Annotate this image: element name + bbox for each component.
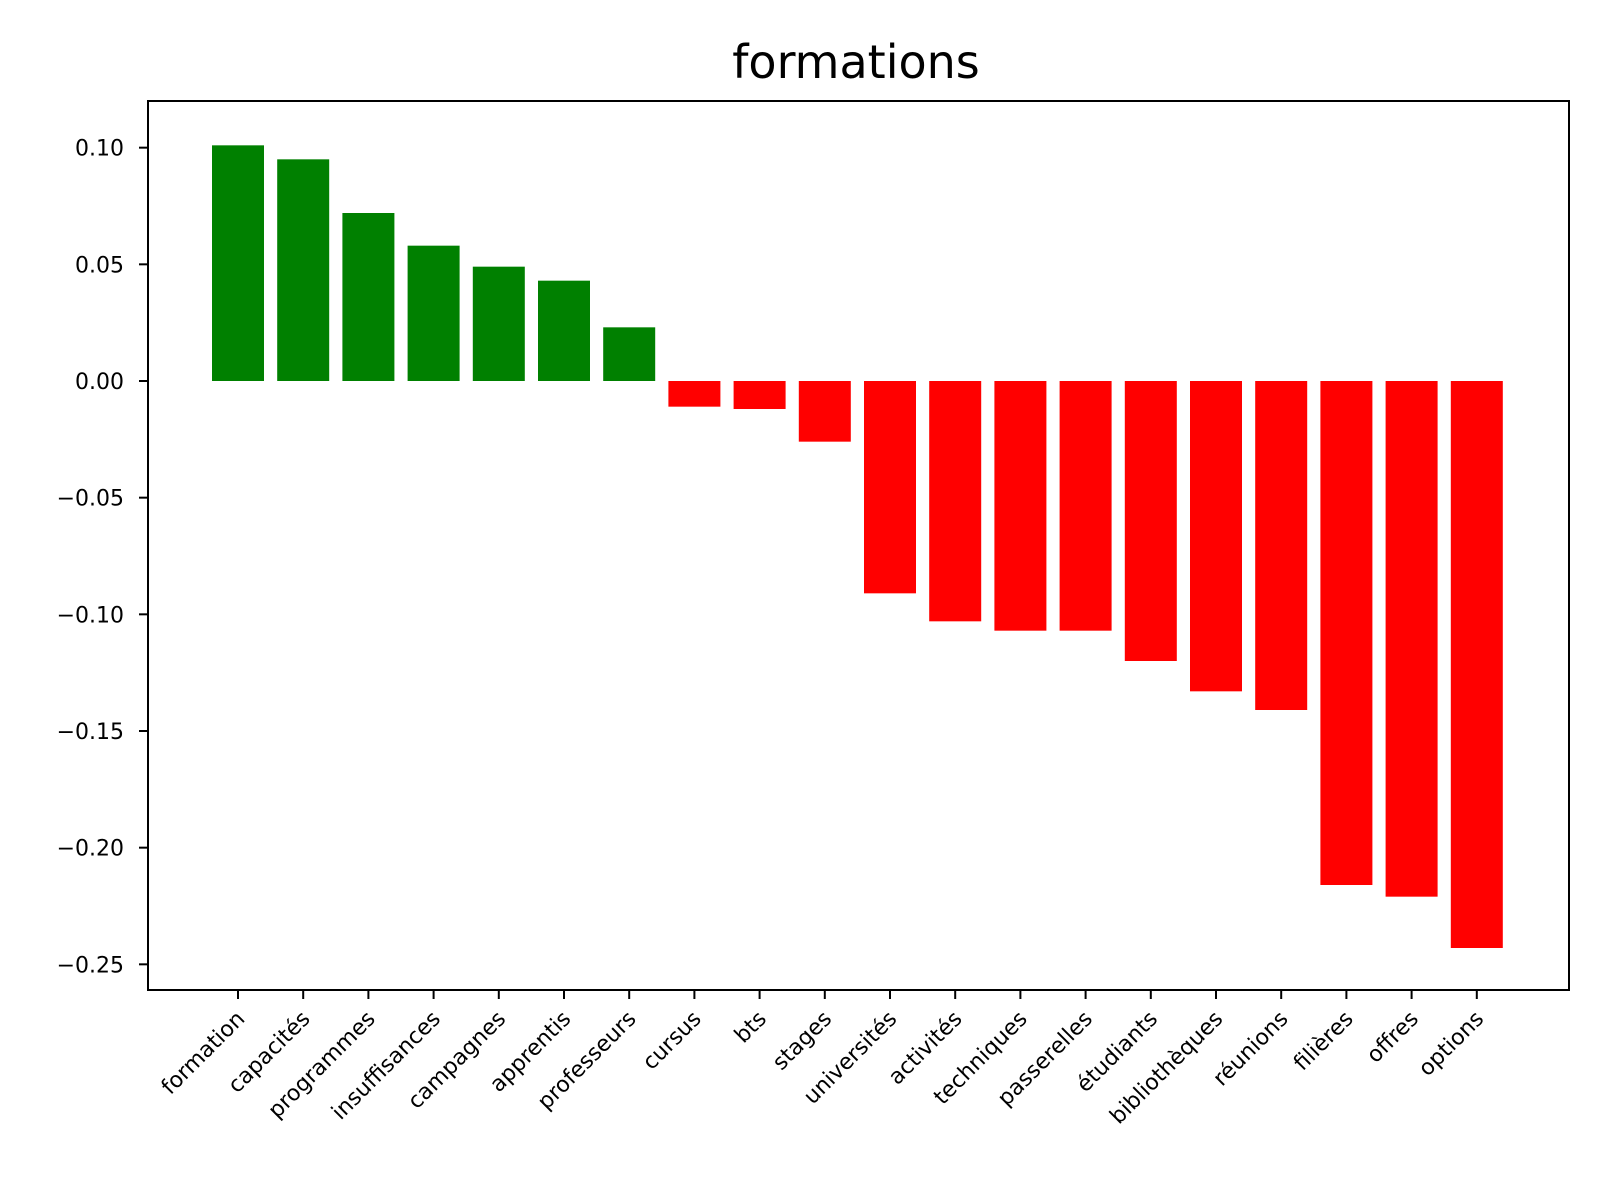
bar-campagnes — [472, 266, 525, 381]
y-tick-label: −0.05 — [57, 487, 124, 512]
x-axis: formationcapacitésprogrammesinsuffisance… — [157, 990, 1489, 1129]
y-tick-label: −0.25 — [57, 953, 124, 978]
bar-professeurs — [603, 327, 656, 381]
x-tick-label: bibliothèques — [1105, 1007, 1228, 1130]
bar-techniques — [994, 381, 1047, 631]
x-tick-label: cursus — [638, 1007, 707, 1076]
bar-offres — [1385, 381, 1438, 897]
bar-passerelles — [1059, 381, 1112, 631]
y-tick-label: −0.15 — [57, 720, 124, 745]
bar-réunions — [1255, 381, 1308, 710]
plot-frame — [147, 100, 1570, 991]
bar-filières — [1320, 381, 1373, 885]
bars-group — [212, 145, 1503, 948]
x-tick-label: filières — [1289, 1007, 1358, 1076]
bar-insuffisances — [407, 245, 460, 381]
bar-bibliothèques — [1190, 381, 1242, 692]
x-tick-label: offres — [1362, 1007, 1424, 1069]
bar-apprentis — [538, 280, 590, 381]
bar-bts — [733, 381, 786, 409]
y-tick-label: −0.10 — [57, 603, 124, 628]
bar-cursus — [668, 381, 721, 407]
bar-universités — [864, 381, 916, 594]
bar-formation — [212, 145, 264, 381]
chart-title: formations — [732, 35, 980, 89]
bar-activités — [929, 381, 982, 622]
y-tick-label: −0.20 — [57, 837, 124, 862]
y-tick-label: 0.00 — [75, 370, 124, 395]
y-tick-label: 0.10 — [75, 137, 124, 162]
bar-capacités — [277, 159, 330, 381]
bar-options — [1450, 381, 1503, 948]
x-tick-label: options — [1414, 1007, 1489, 1082]
y-axis: 0.10 0.05 0.00 −0.05 −0.10 −0.15 −0.20 −0.25 — [57, 137, 148, 978]
y-tick-label: 0.05 — [75, 253, 124, 278]
bar-étudiants — [1124, 381, 1177, 661]
bar-programmes — [342, 213, 395, 381]
bar-stages — [798, 381, 851, 442]
x-tick-label: bts — [730, 1007, 772, 1049]
